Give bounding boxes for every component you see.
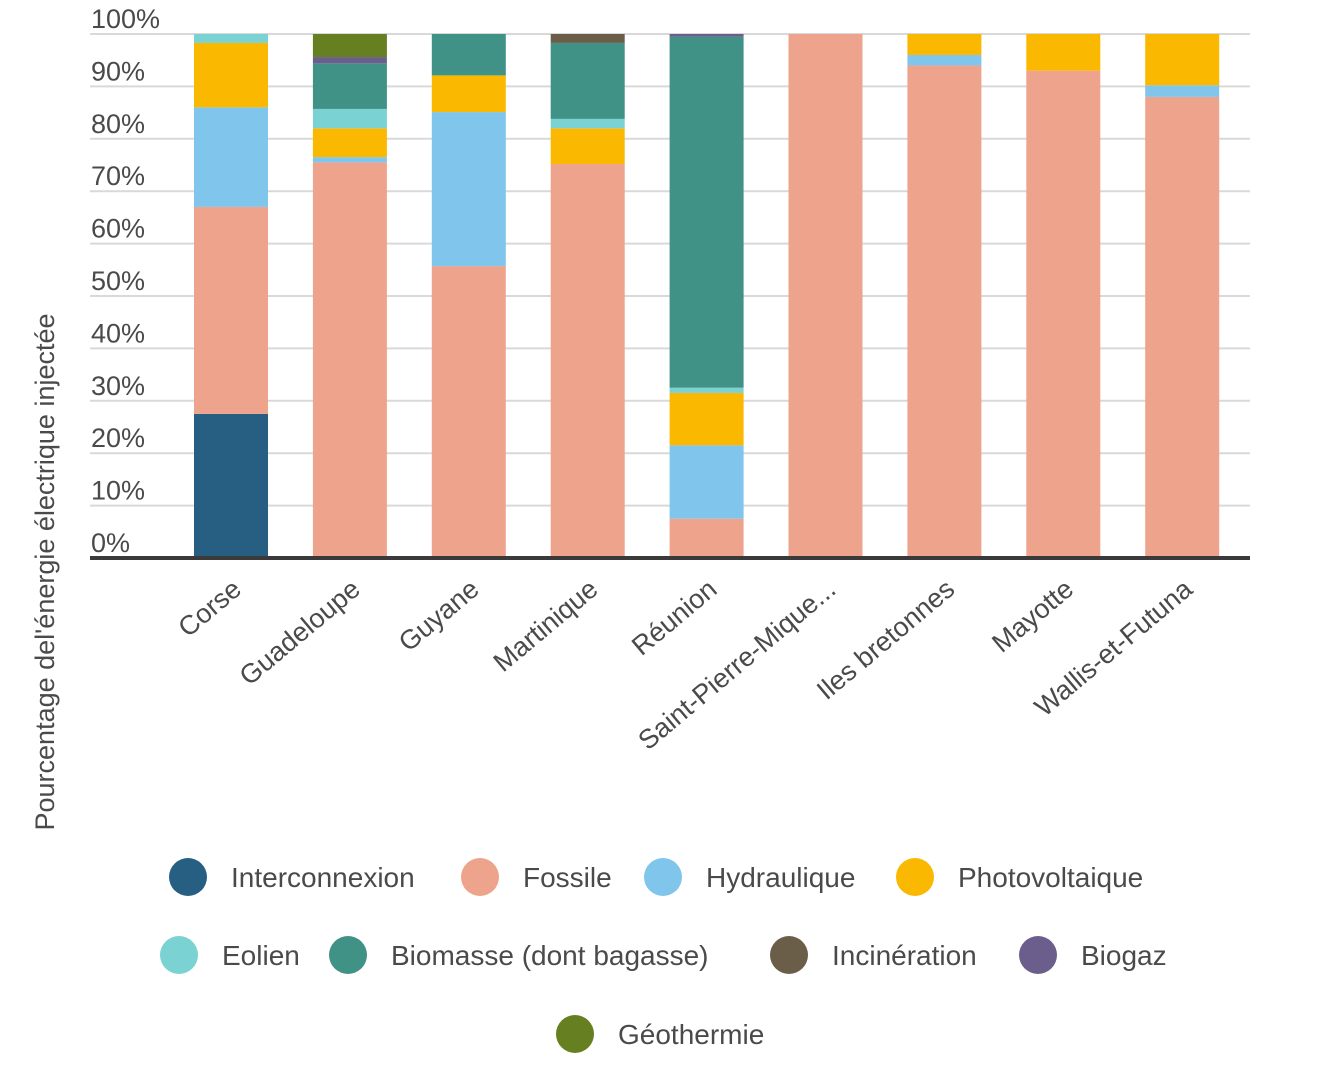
bar-segment bbox=[312, 162, 387, 558]
x-category-label: Mayotte bbox=[986, 574, 1079, 659]
bar-segment bbox=[194, 107, 268, 207]
y-tick-label: 90% bbox=[91, 56, 145, 86]
bar-segment bbox=[312, 157, 387, 163]
legend-swatch bbox=[169, 858, 207, 896]
bar-segment bbox=[550, 42, 625, 119]
bar-segment bbox=[669, 518, 744, 558]
bar-segment bbox=[312, 57, 387, 64]
bar-segment bbox=[669, 387, 744, 393]
legend-label: Eolien bbox=[222, 940, 300, 971]
legend-label: Incinération bbox=[832, 940, 977, 971]
y-tick-label: 70% bbox=[91, 161, 145, 191]
bar-segment bbox=[907, 54, 982, 66]
legend-swatch bbox=[896, 858, 934, 896]
x-category-label: Guyane bbox=[393, 574, 485, 658]
y-tick-label: 100% bbox=[91, 4, 160, 34]
bar-segment bbox=[669, 34, 744, 37]
legend-swatch bbox=[770, 936, 808, 974]
legend-swatch bbox=[461, 858, 499, 896]
bar-segment bbox=[1145, 96, 1220, 558]
bar-segment bbox=[194, 42, 268, 108]
bar-segment bbox=[550, 128, 625, 164]
legend-label: Géothermie bbox=[618, 1019, 764, 1050]
bar-segment bbox=[194, 206, 268, 414]
y-tick-label: 50% bbox=[91, 266, 145, 296]
bars bbox=[194, 34, 1220, 559]
bar-segment bbox=[312, 63, 387, 109]
x-category-label: Réunion bbox=[626, 574, 722, 662]
x-category-label: Corse bbox=[172, 574, 246, 643]
legend-label: Hydraulique bbox=[706, 862, 855, 893]
legend-label: Fossile bbox=[523, 862, 612, 893]
bar-segment bbox=[1145, 34, 1220, 86]
x-category-label: Guadeloupe bbox=[234, 574, 366, 692]
y-tick-label: 10% bbox=[91, 476, 145, 506]
bar-segment bbox=[550, 163, 625, 558]
legend-swatch bbox=[556, 1015, 594, 1053]
bar-segment bbox=[312, 34, 387, 58]
legend-label: Photovoltaique bbox=[958, 862, 1143, 893]
bar-segment bbox=[669, 392, 744, 446]
bar-segment bbox=[1026, 34, 1101, 71]
y-tick-label: 60% bbox=[91, 214, 145, 244]
y-tick-label: 0% bbox=[91, 528, 130, 558]
bar-segment bbox=[907, 65, 982, 558]
x-category-label: Martinique bbox=[488, 574, 604, 678]
legend-swatch bbox=[644, 858, 682, 896]
legend-swatch bbox=[1019, 936, 1057, 974]
bar-segment bbox=[907, 34, 982, 55]
legend: Interconnexion Fossile Hydraulique Photovol… bbox=[160, 858, 1167, 1053]
bar-segment bbox=[312, 128, 387, 158]
bar-segment bbox=[669, 445, 744, 519]
bar-segment bbox=[788, 34, 863, 558]
y-tick-label: 40% bbox=[91, 318, 145, 348]
y-tick-label: 30% bbox=[91, 371, 145, 401]
y-axis-title: Pourcentage del'énergie électrique injec… bbox=[30, 313, 60, 830]
bar-segment bbox=[431, 266, 506, 558]
legend-swatch bbox=[329, 936, 367, 974]
bar-segment bbox=[431, 75, 506, 113]
y-tick-labels: 0% 10% 20% 30% 40% 50% 60% 70% 80% 90% 100% bbox=[91, 4, 160, 558]
bar-segment bbox=[550, 118, 625, 129]
legend-label: Interconnexion bbox=[231, 862, 415, 893]
bar-segment bbox=[431, 112, 506, 267]
bar-segment bbox=[669, 36, 744, 388]
bar-segment bbox=[1026, 70, 1101, 559]
y-tick-label: 80% bbox=[91, 109, 145, 139]
bar-segment bbox=[194, 34, 268, 43]
bar-segment bbox=[431, 34, 506, 76]
bar-segment bbox=[194, 413, 268, 558]
bar-segment bbox=[312, 108, 387, 129]
y-tick-label: 20% bbox=[91, 423, 145, 453]
bar-segment bbox=[1145, 85, 1220, 97]
x-category-label: Saint-Pierre-Mique... bbox=[632, 574, 841, 756]
legend-swatch bbox=[160, 936, 198, 974]
bar-segment bbox=[550, 34, 625, 43]
legend-label: Biomasse (dont bagasse) bbox=[391, 940, 709, 971]
legend-label: Biogaz bbox=[1081, 940, 1167, 971]
